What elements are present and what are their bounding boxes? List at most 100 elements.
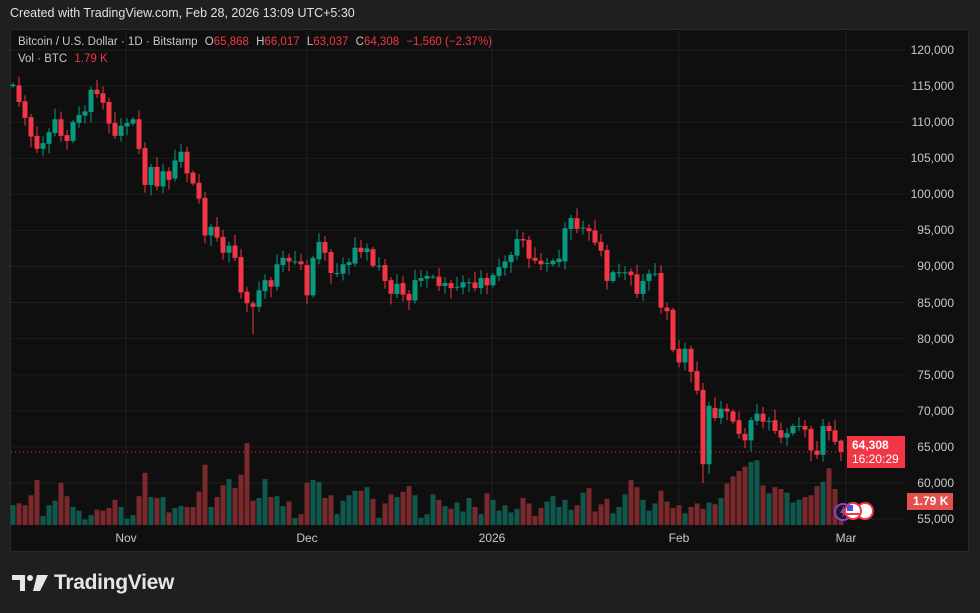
volume-bar <box>532 516 538 525</box>
candle-body <box>238 257 244 293</box>
brand-name: TradingView <box>54 571 175 594</box>
volume-bar <box>190 507 196 525</box>
low-label: L <box>306 36 314 48</box>
candle-body <box>634 274 640 294</box>
candle-body <box>184 151 190 174</box>
last-price-value: 64,308 <box>852 438 889 452</box>
volume-bar <box>394 497 400 525</box>
volume-bar <box>706 502 712 525</box>
candle-body <box>250 303 256 307</box>
volume-bar <box>292 517 298 525</box>
volume-bar <box>520 498 526 525</box>
candle-body <box>394 283 400 294</box>
volume-legend: Vol · BTC 1.79 K <box>18 53 108 65</box>
close-value: 64,308 <box>363 36 400 48</box>
candle-body <box>730 411 736 422</box>
volume-bar <box>52 500 58 525</box>
candle-body <box>178 151 184 162</box>
candle-body <box>622 272 628 274</box>
volume-bar <box>472 507 478 525</box>
volume-bar <box>406 486 412 525</box>
volume-bar <box>538 507 544 525</box>
volume-bar <box>160 497 166 525</box>
candle-body <box>430 276 436 278</box>
volume-bar <box>586 488 592 525</box>
volume-bar <box>88 515 94 525</box>
volume-bar <box>718 498 724 525</box>
price-tick-label: 55,000 <box>917 512 954 527</box>
volume-bar <box>832 489 838 525</box>
volume-bar <box>358 490 364 525</box>
candle-body <box>658 272 664 308</box>
volume-bar <box>298 514 304 525</box>
candle-body <box>724 408 730 412</box>
volume-bar <box>304 482 310 525</box>
volume-bar <box>238 474 244 525</box>
candle-body <box>472 282 478 289</box>
volume-bar <box>778 489 784 525</box>
candle-body <box>100 93 106 103</box>
candle-body <box>310 257 316 296</box>
candle-body <box>736 420 742 434</box>
candle-body <box>232 245 238 258</box>
price-tick-label: 85,000 <box>917 295 954 310</box>
volume-bar <box>760 485 766 525</box>
tradingview-logo[interactable]: TradingView <box>12 571 174 595</box>
volume-bar <box>454 502 460 525</box>
volume-bar <box>544 501 550 525</box>
candle-body <box>40 143 46 149</box>
candle-body <box>514 239 520 256</box>
candle-body <box>190 172 196 184</box>
candle-body <box>562 228 568 262</box>
candle-body <box>688 348 694 372</box>
price-tick-label: 60,000 <box>917 475 954 490</box>
time-tick-label: Mar <box>835 531 857 545</box>
ohlc-legend: Bitcoin / U.S. Dollar · 1D · Bitstamp O6… <box>18 36 492 48</box>
volume-bar <box>100 510 106 525</box>
candle-body <box>796 425 802 427</box>
chart-pane[interactable] <box>10 29 969 552</box>
candle-body <box>82 111 88 116</box>
candle-body <box>778 430 784 438</box>
volume-bar <box>688 507 694 525</box>
volume-bar <box>556 507 562 525</box>
volume-bar <box>280 506 286 525</box>
candle-body <box>322 241 328 253</box>
candle-body <box>484 278 490 286</box>
volume-bar <box>820 481 826 525</box>
volume-bar <box>352 490 358 525</box>
volume-bar <box>526 503 532 525</box>
time-tick-label: Nov <box>115 531 137 545</box>
volume-bar <box>790 502 796 525</box>
candle-body <box>760 413 766 422</box>
symbol-title[interactable]: Bitcoin / U.S. Dollar · 1D · Bitstamp <box>18 36 198 48</box>
volume-bar <box>388 494 394 525</box>
volume-bar <box>430 494 436 525</box>
candle-body <box>676 348 682 363</box>
volume-bar <box>670 507 676 525</box>
candle-body <box>76 114 82 123</box>
volume-legend-label[interactable]: Vol · BTC <box>18 53 68 65</box>
candle-body <box>670 309 676 351</box>
candle-body <box>292 261 298 263</box>
volume-bar <box>208 507 214 525</box>
volume-bar <box>232 488 238 525</box>
candle-body <box>412 280 418 301</box>
volume-bar <box>508 512 514 525</box>
volume-bar <box>94 509 100 525</box>
event-markers[interactable] <box>834 502 874 521</box>
candle-body <box>136 119 142 149</box>
volume-bar <box>76 510 82 525</box>
volume-bar <box>106 507 112 525</box>
volume-bar <box>370 498 376 525</box>
candle-body <box>124 122 130 127</box>
candle-body <box>784 433 790 438</box>
volume-bar <box>28 495 34 525</box>
volume-bar <box>784 492 790 525</box>
candles <box>10 76 844 483</box>
low-value: 63,037 <box>313 36 349 48</box>
candle-body <box>148 166 154 185</box>
candle-body <box>454 286 460 288</box>
candle-body <box>574 218 580 229</box>
